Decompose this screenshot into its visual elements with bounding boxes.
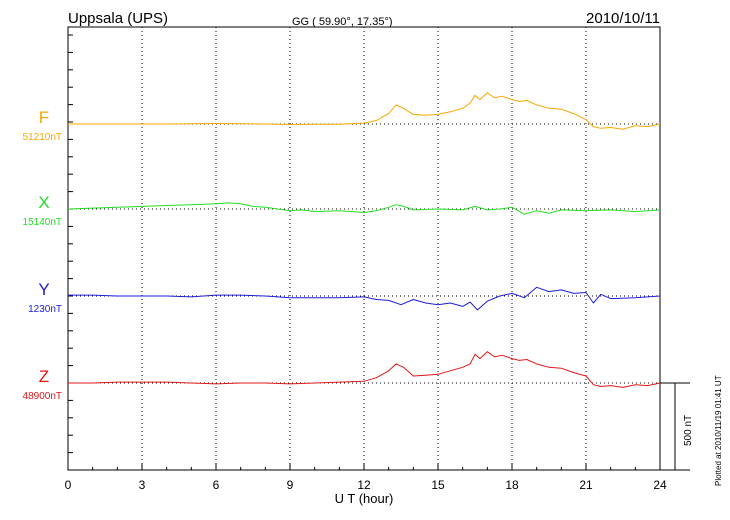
x-axis-label: U T (hour)	[335, 491, 394, 506]
left-minor-ticks	[68, 34, 73, 454]
x-tick-label-9: 9	[287, 478, 294, 492]
baseline-value-z: 48900nT	[23, 391, 62, 402]
x-tick-label-15: 15	[431, 478, 445, 492]
series-line-y	[68, 286, 661, 311]
x-tick-label-12: 12	[357, 478, 371, 492]
scale-bar: 500 nT	[660, 382, 694, 471]
series-line-x	[67, 202, 661, 215]
series-name-x: X	[38, 193, 49, 212]
baseline-value-x: 15140nT	[23, 217, 62, 228]
series-lines: F 51210nT X 15140nT Y 1230nT Z 48900nT	[23, 92, 661, 402]
vertical-grid	[141, 27, 587, 470]
x-tick-label-18: 18	[505, 478, 519, 492]
x-tick-label-24: 24	[653, 478, 667, 492]
station-title: Uppsala (UPS)	[68, 10, 169, 27]
station-coordinates: GG ( 59.90°, 17.35°)	[292, 16, 393, 28]
series-name-f: F	[39, 108, 49, 127]
x-tick-label-21: 21	[579, 478, 593, 492]
series-name-z: Z	[39, 367, 49, 386]
plotted-timestamp: Plotted at 2010/11/19 01:41 UT	[714, 375, 723, 486]
series-line-f	[68, 92, 661, 130]
baseline-value-f: 51210nT	[23, 132, 62, 143]
series-name-y: Y	[38, 280, 49, 299]
x-tick-label-3: 3	[139, 478, 146, 492]
x-axis-ticks: 0 3 6 9 12 15 18 21 24	[65, 464, 667, 492]
baseline-grid	[68, 123, 690, 384]
x-tick-label-0: 0	[65, 478, 72, 492]
series-line-z	[68, 351, 661, 388]
record-date: 2010/10/11	[586, 10, 660, 27]
scale-bar-label: 500 nT	[683, 415, 694, 446]
baseline-value-y: 1230nT	[28, 304, 62, 315]
x-tick-label-6: 6	[213, 478, 220, 492]
